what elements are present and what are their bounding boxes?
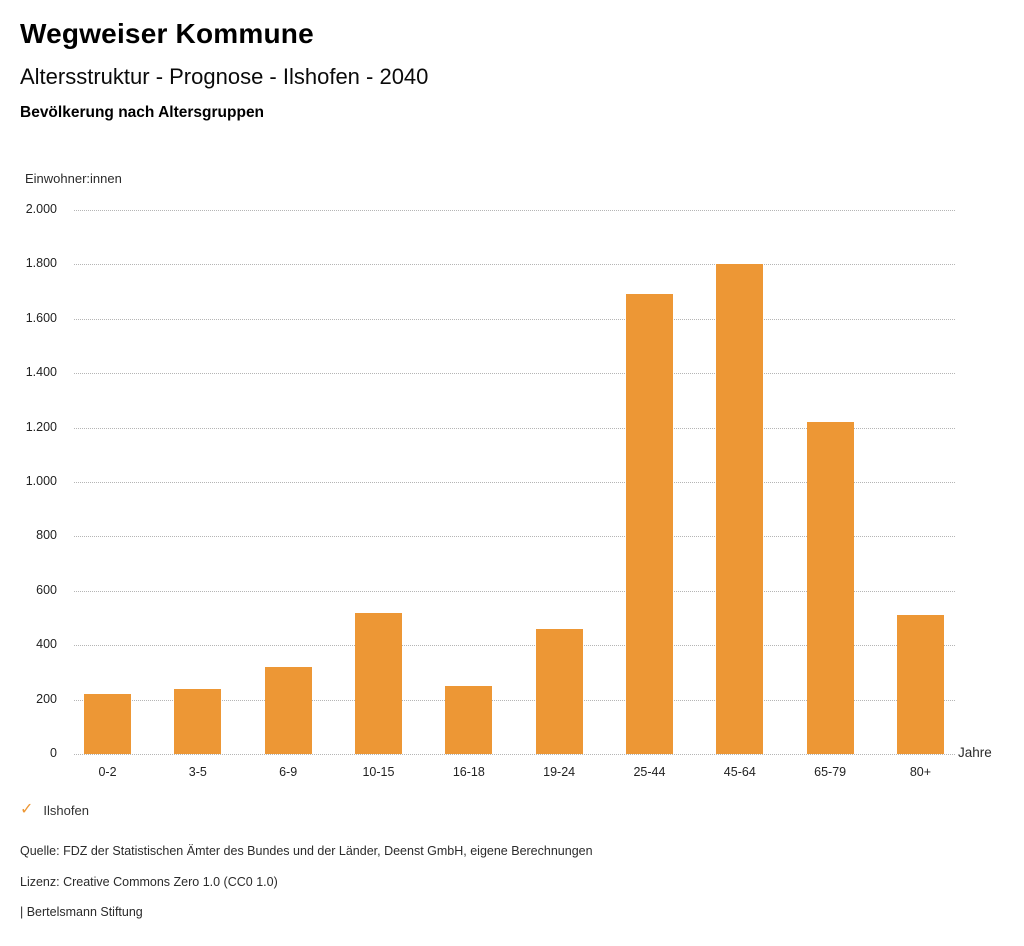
y-tick-label-1.200: 1.200 <box>25 419 57 434</box>
bar-19-24[interactable] <box>535 628 583 754</box>
bar-0-2[interactable] <box>84 694 131 754</box>
gridline-400 <box>74 645 955 647</box>
y-tick-label-1.000: 1.000 <box>25 474 57 488</box>
y-tick-label-1.800: 1.800 <box>25 256 57 271</box>
bar-3-5[interactable] <box>174 688 222 754</box>
page-subtitle: Altersstruktur - Prognose - Ilshofen - 2… <box>20 64 429 89</box>
x-axis-title: Jahre <box>958 745 992 760</box>
y-tick-label-2.000: 2.000 <box>25 202 57 216</box>
x-tick-label-25-44: 25-44 <box>633 765 666 779</box>
attribution-text: | Bertelsmann Stiftung <box>20 905 143 919</box>
gridline-1.000 <box>74 482 955 483</box>
y-tick-label-1.600: 1.600 <box>25 310 57 325</box>
gridline-2.000 <box>74 210 955 211</box>
gridline-1.400 <box>74 373 955 375</box>
y-tick-label-0: 0 <box>50 746 57 760</box>
x-tick-label-80+: 80+ <box>909 765 932 779</box>
x-tick-label-6-9: 6-9 <box>279 765 298 779</box>
x-tick-label-10-15: 10-15 <box>362 765 395 779</box>
gridline-1.800 <box>74 264 955 266</box>
x-tick-label-16-18: 16-18 <box>452 765 485 779</box>
gridline-200 <box>74 699 955 701</box>
plot-area: 0 200 400 600 800 1.000 1.200 1.400 1.600 1.800 2.… <box>26 202 955 779</box>
page-title: Wegweiser Kommune <box>20 18 314 49</box>
y-tick-label-600: 600 <box>36 582 57 597</box>
x-tick-label-3-5: 3-5 <box>188 765 207 779</box>
bar-6-9[interactable] <box>264 666 312 754</box>
legend-label: Ilshofen <box>43 802 89 818</box>
x-tick-label-45-64: 45-64 <box>723 765 756 779</box>
bar-45-64[interactable] <box>716 264 764 754</box>
chart-heading: Bevölkerung nach Altersgruppen <box>20 104 265 121</box>
gridline-1.200 <box>74 427 955 429</box>
bar-25-44[interactable] <box>625 294 673 754</box>
gridline-600 <box>74 590 955 592</box>
y-tick-label-400: 400 <box>36 637 57 652</box>
bar-80+[interactable] <box>896 615 944 754</box>
x-tick-label-0-2: 0-2 <box>98 765 117 779</box>
bar-10-15[interactable] <box>354 612 402 754</box>
bar-16-18[interactable] <box>445 686 493 754</box>
y-axis-title: Einwohner:innen <box>25 171 122 186</box>
check-icon: ✓ <box>20 801 34 818</box>
legend-item-ilshofen[interactable]: ✓ Ilshofen <box>20 802 89 818</box>
gridline-1.600 <box>74 318 955 320</box>
license-text: Lizenz: Creative Commons Zero 1.0 (CC0 1… <box>20 875 278 889</box>
gridline-0 <box>74 754 955 755</box>
x-tick-label-65-79: 65-79 <box>814 765 847 779</box>
y-tick-label-200: 200 <box>36 691 57 706</box>
source-text: Quelle: FDZ der Statistischen Ämter des … <box>20 844 593 858</box>
x-tick-label-19-24: 19-24 <box>543 765 576 779</box>
y-tick-label-1.400: 1.400 <box>25 365 57 380</box>
bar-65-79[interactable] <box>806 422 854 754</box>
y-tick-label-800: 800 <box>36 528 57 543</box>
gridline-800 <box>74 536 955 538</box>
